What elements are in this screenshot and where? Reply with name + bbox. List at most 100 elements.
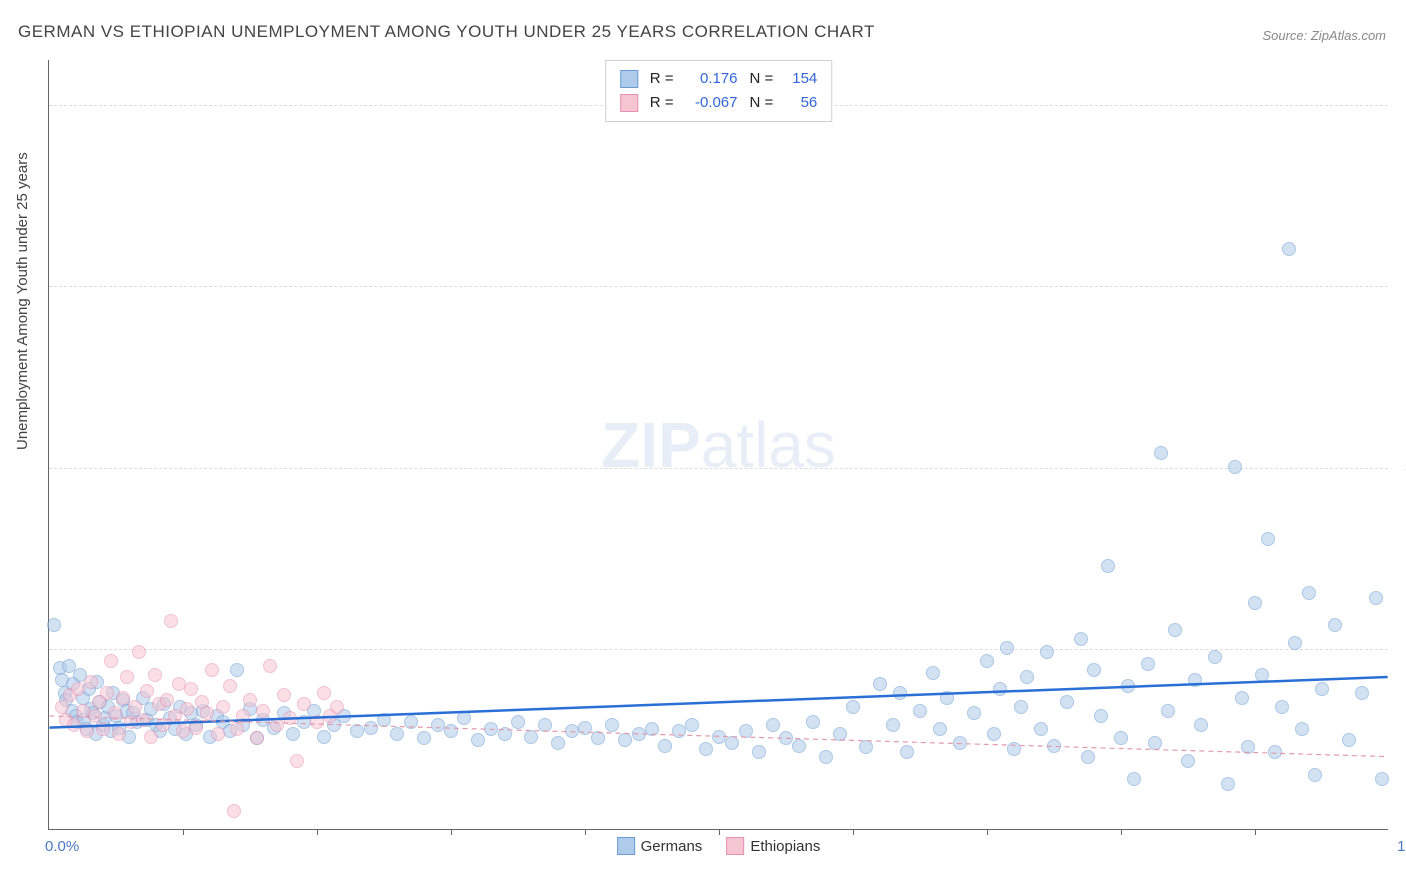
- data-point: [1261, 532, 1275, 546]
- data-point: [1127, 772, 1141, 786]
- legend-swatch: [620, 94, 638, 112]
- data-point: [283, 711, 297, 725]
- data-point: [819, 750, 833, 764]
- data-point: [1315, 682, 1329, 696]
- data-point: [176, 724, 190, 738]
- data-point: [792, 739, 806, 753]
- legend-n-label: N =: [750, 91, 774, 115]
- legend-stats: R =0.176N =154R =-0.067N =56: [605, 60, 833, 122]
- data-point: [993, 682, 1007, 696]
- legend-swatch: [620, 70, 638, 88]
- data-point: [205, 663, 219, 677]
- data-point: [1355, 686, 1369, 700]
- legend-r-value: -0.067: [682, 91, 738, 115]
- x-tick-mark: [451, 829, 452, 835]
- data-point: [551, 736, 565, 750]
- data-point: [953, 736, 967, 750]
- watermark: ZIPatlas: [601, 408, 836, 482]
- data-point: [223, 679, 237, 693]
- data-point: [1248, 596, 1262, 610]
- data-point: [578, 721, 592, 735]
- watermark-light: atlas: [701, 409, 836, 481]
- data-point: [645, 722, 659, 736]
- data-point: [216, 700, 230, 714]
- data-point: [140, 684, 154, 698]
- data-point: [565, 724, 579, 738]
- data-point: [200, 706, 214, 720]
- data-point: [108, 706, 122, 720]
- data-point: [100, 686, 114, 700]
- legend-stat-row: R =0.176N =154: [620, 67, 818, 91]
- legend-n-label: N =: [750, 67, 774, 91]
- data-point: [1020, 670, 1034, 684]
- data-point: [712, 730, 726, 744]
- data-point: [55, 700, 69, 714]
- data-point: [1161, 704, 1175, 718]
- data-point: [1141, 657, 1155, 671]
- data-point: [189, 721, 203, 735]
- data-point: [184, 682, 198, 696]
- data-point: [263, 659, 277, 673]
- data-point: [120, 670, 134, 684]
- data-point: [833, 727, 847, 741]
- data-point: [987, 727, 1001, 741]
- data-point: [330, 700, 344, 714]
- data-point: [752, 745, 766, 759]
- data-point: [1168, 623, 1182, 637]
- data-point: [390, 727, 404, 741]
- data-point: [256, 704, 270, 718]
- data-point: [270, 718, 284, 732]
- data-point: [658, 739, 672, 753]
- data-point: [1288, 636, 1302, 650]
- data-point: [236, 709, 250, 723]
- legend-r-label: R =: [650, 67, 674, 91]
- data-point: [47, 618, 61, 632]
- data-point: [457, 711, 471, 725]
- legend-item: Ethiopians: [726, 837, 820, 855]
- data-point: [471, 733, 485, 747]
- x-tick-mark: [183, 829, 184, 835]
- data-point: [1194, 718, 1208, 732]
- data-point: [286, 727, 300, 741]
- data-point: [632, 727, 646, 741]
- data-point: [1148, 736, 1162, 750]
- data-point: [96, 722, 110, 736]
- data-point: [250, 731, 264, 745]
- data-point: [1342, 733, 1356, 747]
- data-point: [725, 736, 739, 750]
- data-point: [1154, 446, 1168, 460]
- data-point: [180, 702, 194, 716]
- legend-stat-row: R =-0.067N =56: [620, 91, 818, 115]
- data-point: [685, 718, 699, 732]
- data-point: [1040, 645, 1054, 659]
- gridline: [49, 649, 1388, 650]
- data-point: [967, 706, 981, 720]
- legend-item: Germans: [617, 837, 703, 855]
- data-point: [900, 745, 914, 759]
- data-point: [591, 731, 605, 745]
- data-point: [444, 724, 458, 738]
- data-point: [1375, 772, 1389, 786]
- data-point: [211, 727, 225, 741]
- data-point: [1087, 663, 1101, 677]
- data-point: [350, 724, 364, 738]
- data-point: [926, 666, 940, 680]
- data-point: [377, 713, 391, 727]
- data-point: [277, 688, 291, 702]
- data-point: [1228, 460, 1242, 474]
- chart-title: GERMAN VS ETHIOPIAN UNEMPLOYMENT AMONG Y…: [18, 22, 875, 42]
- data-point: [1255, 668, 1269, 682]
- data-point: [1241, 740, 1255, 754]
- x-tick-mark: [585, 829, 586, 835]
- data-point: [1081, 750, 1095, 764]
- data-point: [164, 614, 178, 628]
- data-point: [156, 718, 170, 732]
- x-tick-mark: [719, 829, 720, 835]
- data-point: [933, 722, 947, 736]
- data-point: [739, 724, 753, 738]
- data-point: [672, 724, 686, 738]
- legend-r-label: R =: [650, 91, 674, 115]
- data-point: [1047, 739, 1061, 753]
- data-point: [431, 718, 445, 732]
- data-point: [243, 693, 257, 707]
